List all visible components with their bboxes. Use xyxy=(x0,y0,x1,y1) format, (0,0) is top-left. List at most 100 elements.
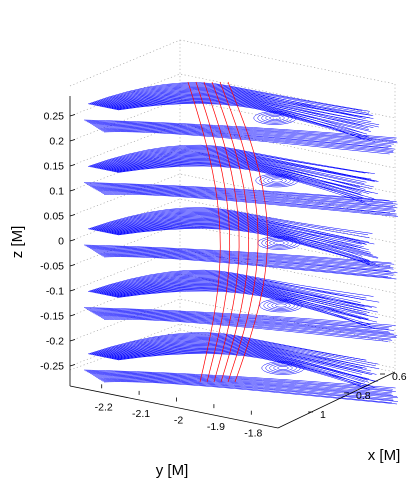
streamline xyxy=(117,165,371,206)
streamline xyxy=(103,194,399,217)
streamline xyxy=(92,210,370,243)
streamline xyxy=(90,248,393,269)
streamline xyxy=(103,256,397,280)
streamline xyxy=(102,342,373,375)
streamline xyxy=(91,374,392,395)
streamline xyxy=(255,173,299,188)
tick-labels: 0.25 0.2 0.15 0.1 0.05 0 -0.05 -0.1 -0.15 -0.2 -0.… xyxy=(40,111,407,440)
streamline xyxy=(90,123,398,144)
streamline xyxy=(92,335,366,367)
streamline xyxy=(96,88,371,119)
streamline xyxy=(94,376,398,397)
z-tick xyxy=(69,164,76,167)
streamline xyxy=(111,224,371,262)
streamline xyxy=(91,335,376,367)
streamline xyxy=(267,177,287,184)
streamline xyxy=(97,128,395,150)
streamline xyxy=(261,237,297,249)
z-tick-label: 0.05 xyxy=(44,211,65,223)
streamline xyxy=(105,157,370,194)
streamline xyxy=(107,96,364,134)
streamline xyxy=(269,363,297,373)
streamline xyxy=(90,334,379,365)
streamline xyxy=(98,340,363,372)
z-tick-label: 0.1 xyxy=(49,186,64,198)
streamline xyxy=(98,215,362,245)
streamline xyxy=(87,332,366,361)
streamline xyxy=(269,239,289,247)
streamline xyxy=(91,249,394,270)
streamline xyxy=(116,289,367,326)
streamline xyxy=(96,127,389,149)
streamline xyxy=(263,299,299,312)
streamline xyxy=(277,366,289,370)
z-tick-label: -0.05 xyxy=(40,261,64,273)
z-tick xyxy=(69,139,76,142)
streamline xyxy=(83,182,390,201)
z-tick xyxy=(69,239,76,242)
streamline xyxy=(103,156,372,189)
streamline xyxy=(85,245,395,265)
streamline xyxy=(273,241,285,245)
streamline xyxy=(107,346,370,383)
streamline xyxy=(100,129,394,152)
streamline xyxy=(88,122,398,142)
streamline xyxy=(107,283,362,320)
streamline xyxy=(101,342,371,375)
streamline xyxy=(275,303,287,308)
y-axis-line xyxy=(69,385,279,429)
streamline xyxy=(87,184,394,204)
streamline xyxy=(261,113,289,123)
x-tick-label: 0.6 xyxy=(392,371,407,383)
streamline xyxy=(115,164,364,199)
streamline xyxy=(109,347,378,382)
streamline xyxy=(108,222,379,258)
z-tick-label: -0.15 xyxy=(40,311,64,323)
streamline xyxy=(103,93,380,125)
streamline xyxy=(87,246,391,266)
z-tick-label: -0.1 xyxy=(46,286,64,298)
streamline xyxy=(99,216,364,248)
streamline xyxy=(110,98,364,136)
grid-line xyxy=(179,39,396,85)
streamline xyxy=(117,103,376,143)
streamline xyxy=(103,381,398,405)
streamline xyxy=(93,274,364,306)
streamline xyxy=(97,253,395,275)
x-axis-label: x [M] xyxy=(368,447,401,464)
grid-line xyxy=(179,329,396,373)
streamline xyxy=(271,178,283,183)
streamline xyxy=(99,91,364,121)
streamline xyxy=(96,314,398,336)
streamline xyxy=(89,333,367,361)
streamline xyxy=(108,284,370,320)
streamline xyxy=(102,255,392,279)
streamline xyxy=(97,378,394,400)
streamline xyxy=(265,114,285,122)
x-tick-label: 1 xyxy=(320,409,326,421)
streamline xyxy=(267,301,295,310)
z-tick xyxy=(69,289,76,292)
y-axis-label: y [M] xyxy=(156,462,189,479)
streamline xyxy=(93,250,390,271)
streamline xyxy=(117,353,370,391)
streamline xyxy=(95,275,365,308)
y-tick-label: -2.1 xyxy=(132,408,150,420)
streamline xyxy=(93,187,398,209)
z-tick xyxy=(69,214,76,217)
streamline xyxy=(93,211,367,245)
streamline-sheet xyxy=(83,332,399,405)
streamline xyxy=(98,277,377,308)
streamline xyxy=(115,351,371,387)
streamline xyxy=(93,149,379,182)
streamline xyxy=(115,101,370,138)
streamline xyxy=(87,207,373,234)
streamline-sheet xyxy=(83,269,398,342)
streamline xyxy=(111,99,368,135)
streamline xyxy=(99,341,377,375)
streamline xyxy=(265,362,301,374)
streamline xyxy=(109,160,378,194)
streamline xyxy=(102,280,362,312)
streamline xyxy=(259,298,303,313)
